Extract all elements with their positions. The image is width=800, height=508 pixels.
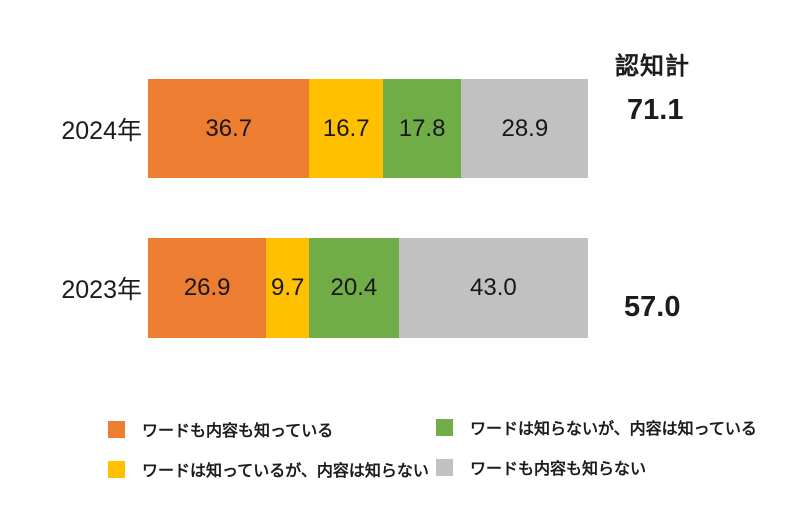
stacked-bar: 26.9 9.7 20.4 43.0 <box>148 238 588 338</box>
category-label: 2023年 <box>61 276 142 304</box>
awareness-total-header: 認知計 <box>615 53 690 80</box>
legend-label: ワードも内容も知らない <box>470 461 647 478</box>
bar-segment: 28.9 <box>461 79 589 178</box>
bar-segment: 9.7 <box>266 238 310 338</box>
legend-label: ワードは知っているが、内容は知らない <box>142 463 429 480</box>
legend-item-green: ワードは知らないが、内容は知っている <box>436 415 757 439</box>
legend-swatch-gray <box>436 458 453 476</box>
legend-swatch-green <box>436 418 453 436</box>
legend-item-yellow: ワードは知っているが、内容は知らない <box>108 457 429 481</box>
bar-segment: 20.4 <box>309 238 399 338</box>
legend-item-orange: ワードも内容も知っている <box>108 417 333 441</box>
awareness-total-value: 71.1 <box>627 94 684 126</box>
legend-label: ワードは知らないが、内容は知っている <box>470 421 757 438</box>
stacked-bar: 36.7 16.7 17.8 28.9 <box>148 79 589 178</box>
bar-segment: 36.7 <box>148 79 310 178</box>
bar-segment: 16.7 <box>309 79 383 178</box>
bar-row: 2023年 26.9 9.7 20.4 43.0 <box>0 238 588 338</box>
legend-item-gray: ワードも内容も知らない <box>436 455 646 479</box>
bar-segment: 43.0 <box>398 238 588 338</box>
bar-segment: 26.9 <box>148 238 267 338</box>
category-label: 2024年 <box>61 116 142 145</box>
legend-swatch-yellow <box>108 460 125 478</box>
bar-row: 2024年 36.7 16.7 17.8 28.9 <box>0 79 589 178</box>
awareness-total-value: 57.0 <box>624 291 681 323</box>
legend-swatch-orange <box>108 420 125 438</box>
legend-label: ワードも内容も知っている <box>142 423 334 440</box>
bar-segment: 17.8 <box>382 79 462 178</box>
